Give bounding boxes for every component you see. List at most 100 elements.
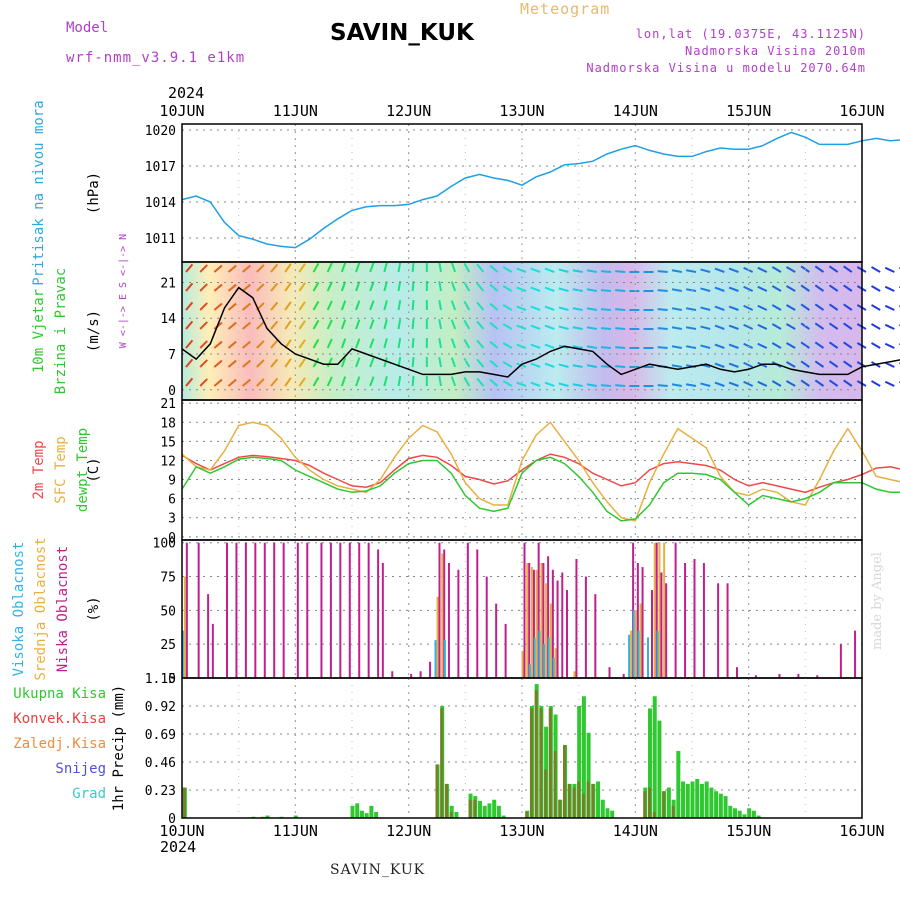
wind-barb bbox=[355, 376, 361, 387]
wind-barb bbox=[227, 378, 237, 387]
y-axis-label: (%) bbox=[86, 596, 102, 621]
bar-cloud-low bbox=[466, 542, 469, 678]
wind-barb bbox=[558, 325, 569, 330]
wind-barb bbox=[227, 283, 237, 292]
wind-barb bbox=[516, 324, 527, 330]
wind-barb bbox=[270, 339, 279, 349]
wind-barb bbox=[312, 300, 320, 311]
y-tick-label: 21 bbox=[160, 397, 176, 412]
bar-cloud-mid bbox=[436, 596, 439, 678]
wind-barb bbox=[463, 319, 471, 330]
wind-barb bbox=[871, 304, 881, 311]
bar-cloud-low bbox=[551, 569, 554, 678]
wind-barb bbox=[700, 344, 711, 349]
wind-barb bbox=[463, 300, 471, 311]
wind-barb bbox=[843, 265, 853, 273]
bar-cloud-high bbox=[533, 637, 536, 678]
wind-barb bbox=[558, 382, 569, 387]
wind-barb bbox=[213, 264, 223, 273]
bar-precip-conv bbox=[662, 791, 666, 818]
y-tick-label: 9 bbox=[168, 474, 176, 489]
panel-temperature: 0 3 6 9 12 15 18 21 (C) 2m Temp SFC Temp dewpt Temp bbox=[31, 397, 900, 546]
wind-barb bbox=[572, 364, 583, 368]
bar-cloud-high bbox=[543, 644, 546, 678]
bar-precip-total bbox=[487, 803, 492, 818]
wind-barb bbox=[530, 362, 541, 368]
wind-barb bbox=[450, 319, 457, 330]
legend-label: Snijeg bbox=[55, 761, 106, 777]
wind-barb bbox=[828, 341, 839, 349]
wind-barb bbox=[489, 378, 499, 387]
bar-precip-conv bbox=[525, 811, 529, 818]
wind-barb bbox=[411, 318, 415, 330]
bar-cloud-high bbox=[528, 664, 531, 678]
bar-cloud-low bbox=[367, 542, 370, 678]
bar-cloud-low bbox=[665, 583, 668, 678]
wind-barb bbox=[828, 265, 839, 273]
wind-barb bbox=[828, 322, 839, 330]
wind-barb bbox=[326, 338, 333, 349]
wind-barb bbox=[438, 299, 442, 311]
wind-barb bbox=[786, 361, 796, 368]
series-t2m bbox=[181, 453, 900, 494]
wind-barb bbox=[326, 357, 333, 368]
bar-cloud-low bbox=[561, 572, 564, 678]
wind-barb bbox=[438, 318, 442, 330]
bar-precip-total bbox=[666, 787, 671, 818]
wind-barb bbox=[450, 376, 457, 387]
wind-barb bbox=[383, 338, 388, 349]
x-tick-top-12JUN: 12JUN bbox=[386, 102, 431, 120]
wind-barb bbox=[340, 338, 347, 349]
bar-cloud-low bbox=[254, 542, 257, 678]
bar-cloud-low bbox=[594, 594, 597, 678]
series-speed bbox=[181, 286, 900, 378]
wind-barb bbox=[828, 360, 839, 368]
bar-cloud-low bbox=[537, 542, 540, 678]
wind-barb bbox=[743, 285, 754, 292]
wind-barb bbox=[369, 281, 375, 292]
wind-barb bbox=[185, 320, 194, 330]
bar-cloud-low bbox=[528, 563, 531, 678]
bar-cloud-mid bbox=[658, 542, 661, 678]
x-tick-top-13JUN: 13JUN bbox=[499, 102, 544, 120]
wind-barb bbox=[383, 300, 388, 311]
bar-precip-conv bbox=[534, 690, 538, 818]
wind-barb bbox=[242, 302, 251, 311]
y-tick-label: 1014 bbox=[145, 196, 176, 211]
wind-barb bbox=[685, 326, 697, 330]
wind-barb bbox=[242, 359, 251, 368]
bar-cloud-low bbox=[736, 667, 738, 678]
bar-cloud-low bbox=[636, 563, 639, 678]
wind-barb bbox=[489, 264, 499, 273]
wind-barb bbox=[298, 263, 306, 273]
wind-barb bbox=[411, 337, 415, 349]
wind-barb bbox=[502, 361, 513, 368]
wind-barb bbox=[714, 267, 725, 273]
wind-barb bbox=[828, 284, 839, 292]
wind-barb bbox=[600, 289, 612, 292]
bar-precip-conv bbox=[548, 708, 552, 818]
legend-label: Zaledj.Kisa bbox=[13, 736, 106, 752]
wind-barb bbox=[771, 266, 782, 273]
wind-barb bbox=[714, 324, 725, 330]
wind-barb bbox=[383, 262, 388, 273]
bar-precip-total bbox=[355, 803, 360, 818]
wind-barb bbox=[884, 380, 895, 387]
bar-cloud-low bbox=[797, 673, 800, 678]
lonlat-label: lon,lat (19.0375E, 43.1125N) bbox=[635, 27, 866, 41]
wind-barb bbox=[227, 359, 237, 368]
wind-barb bbox=[615, 327, 626, 330]
wind-barb bbox=[743, 342, 754, 349]
wind-barb bbox=[800, 284, 810, 292]
wind-barb bbox=[615, 289, 626, 292]
wind-barb bbox=[558, 363, 569, 368]
wind-barb bbox=[450, 357, 457, 368]
y-tick-label: 12 bbox=[160, 454, 176, 469]
wind-barb bbox=[728, 381, 739, 387]
wind-barb bbox=[199, 264, 208, 273]
wind-barb bbox=[572, 307, 583, 311]
wind-barb bbox=[502, 285, 513, 292]
wind-barb bbox=[786, 304, 796, 311]
wind-barb bbox=[814, 341, 825, 349]
wind-barb bbox=[757, 304, 768, 311]
